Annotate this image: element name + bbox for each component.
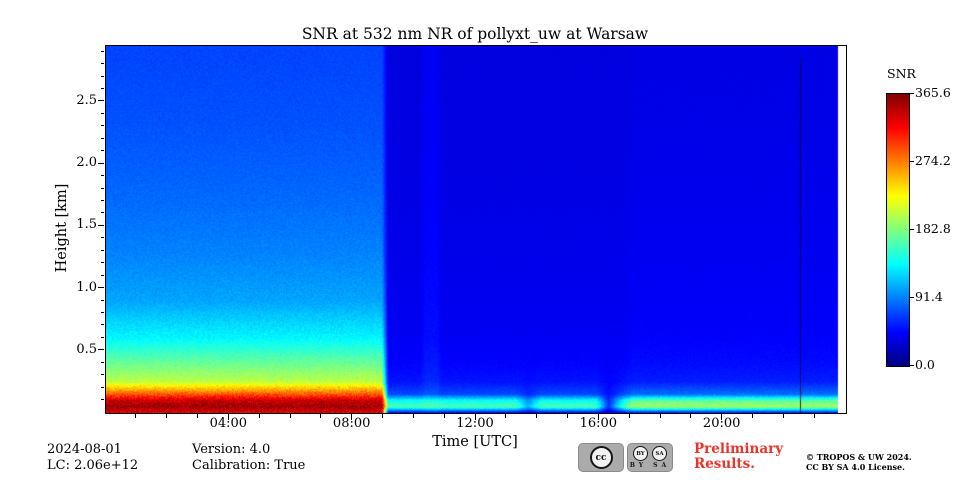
x-tick-minor (813, 414, 815, 418)
y-tick-minor (100, 150, 104, 152)
x-tick-minor (536, 414, 538, 418)
x-tick-label: 04:00 (209, 416, 248, 431)
x-tick-minor (628, 414, 630, 418)
colorbar-tick-label: 0.0 (915, 357, 935, 372)
y-tick-label: 1.0 (76, 279, 97, 295)
y-tick-minor (100, 212, 104, 214)
colorbar-tick-label: 91.4 (915, 289, 943, 304)
footer-calibration: Calibration: True (192, 458, 306, 473)
x-tick-major (227, 414, 229, 420)
x-tick-label: 08:00 (332, 416, 371, 431)
y-tick-minor (100, 311, 104, 313)
colorbar-title: SNR (887, 66, 916, 81)
preliminary-line1: Preliminary (694, 441, 784, 457)
cc-icon: cc (589, 446, 613, 469)
y-tick-major (98, 287, 104, 289)
y-tick-minor (100, 50, 104, 52)
y-tick-major (98, 100, 104, 102)
x-tick-label: 20:00 (702, 416, 741, 431)
y-tick-minor (100, 374, 104, 376)
x-tick-label: 16:00 (579, 416, 618, 431)
y-tick-minor (100, 361, 104, 363)
y-tick-minor (100, 75, 104, 77)
y-tick-major (98, 224, 104, 226)
x-tick-major (597, 414, 599, 420)
y-tick-minor (100, 125, 104, 127)
x-tick-label: 12:00 (456, 416, 494, 431)
x-tick-minor (197, 414, 198, 418)
y-tick-minor (100, 336, 104, 338)
x-tick-minor (258, 414, 260, 418)
x-tick-major (721, 414, 723, 420)
y-tick-minor (100, 249, 104, 251)
y-tick-minor (100, 237, 104, 239)
by-sa-plaque: BY SA BY SA (627, 443, 673, 472)
y-tick-minor (100, 137, 104, 139)
y-tick-minor (100, 187, 104, 189)
y-tick-label: 0.5 (76, 341, 97, 357)
heatmap-canvas (106, 46, 846, 413)
x-tick-minor (690, 414, 692, 418)
y-tick-minor (100, 299, 104, 301)
y-tick-minor (100, 262, 104, 264)
x-tick-minor (752, 414, 753, 418)
x-tick-minor (382, 414, 383, 418)
cc-sa-icon: SA (652, 446, 667, 461)
colorbar-tick (910, 92, 914, 94)
x-tick-minor (505, 414, 507, 418)
colorbar-tick-label: 182.8 (915, 221, 951, 236)
y-tick-minor (100, 399, 104, 401)
copyright-line2: CC BY SA 4.0 License. (806, 462, 905, 472)
x-tick-minor (567, 414, 568, 418)
colorbar-tick-label: 365.6 (915, 85, 951, 100)
x-tick-minor (320, 414, 322, 418)
chart-title: SNR at 532 nm NR of pollyxt_uw at Warsaw (301, 25, 649, 43)
x-tick-minor (782, 414, 784, 418)
y-tick-minor (100, 175, 104, 177)
footer-lidar-constant: LC: 2.06e+12 (47, 458, 139, 473)
x-tick-minor (659, 414, 661, 418)
footer-version: Version: 4.0 (192, 442, 271, 457)
y-tick-minor (100, 200, 104, 201)
copyright-line1: © TROPOS & UW 2024. (806, 452, 912, 462)
y-tick-label: 2.5 (76, 92, 97, 108)
x-tick-major (351, 414, 353, 420)
cc-by-icon: BY (633, 446, 648, 461)
plot-area (105, 45, 847, 414)
colorbar-tick (910, 364, 914, 366)
cc-license-badge: cc BY SA BY SA (578, 443, 673, 472)
colorbar-tick (910, 228, 914, 230)
y-tick-major (98, 162, 104, 164)
y-tick-minor (100, 63, 104, 65)
y-tick-major (98, 349, 104, 351)
y-tick-minor (100, 386, 104, 388)
cc-plaque: cc (578, 443, 624, 472)
y-tick-minor (100, 324, 104, 326)
colorbar-tick (910, 296, 914, 298)
colorbar (886, 93, 910, 367)
x-axis-label: Time [UTC] (432, 434, 518, 450)
x-tick-minor (289, 414, 291, 418)
x-tick-major (474, 414, 476, 420)
x-tick-minor (166, 414, 168, 418)
copyright-note: © TROPOS & UW 2024. CC BY SA 4.0 License… (806, 452, 912, 472)
preliminary-line2: Results. (694, 456, 755, 472)
x-tick-minor (443, 414, 445, 418)
by-sa-caption: BY SA (629, 462, 671, 469)
colorbar-tick-label: 274.2 (915, 153, 951, 168)
y-tick-label: 2.0 (76, 155, 97, 171)
preliminary-note: Preliminary Results. (694, 442, 783, 472)
y-tick-label: 1.5 (76, 217, 97, 233)
colorbar-canvas (887, 94, 909, 366)
y-tick-minor (100, 274, 104, 276)
y-tick-minor (100, 112, 104, 114)
y-tick-minor (100, 88, 104, 90)
x-tick-minor (135, 414, 137, 418)
x-tick-minor (412, 414, 414, 418)
footer-date: 2024-08-01 (47, 442, 122, 457)
colorbar-tick (910, 160, 914, 162)
